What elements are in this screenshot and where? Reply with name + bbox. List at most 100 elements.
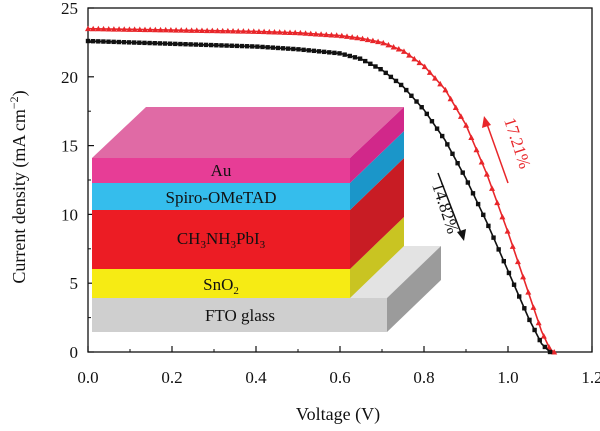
- red-arrow-shaft: [486, 123, 509, 184]
- series-marker-0: [271, 28, 278, 35]
- perovskite-front-face: [92, 210, 350, 269]
- series-marker-1: [198, 42, 204, 47]
- series-marker-1: [132, 40, 137, 45]
- series-marker-0: [369, 37, 376, 44]
- axes: 0.0 0.2 0.4 0.6 0.8 1.0 1.2 0 5 10 15 20 25: [61, 0, 600, 387]
- series-marker-1: [388, 74, 394, 80]
- series-marker-1: [234, 43, 240, 49]
- series-marker-1: [142, 40, 147, 46]
- series-marker-1: [532, 327, 537, 333]
- spiro-label: Spiro-OMeTAD: [165, 188, 276, 207]
- series-marker-1: [203, 42, 209, 48]
- series-marker-0: [245, 28, 252, 34]
- series-marker-0: [354, 34, 361, 41]
- series-marker-0: [375, 38, 382, 45]
- series-marker-1: [481, 212, 486, 218]
- series-marker-0: [546, 344, 553, 350]
- series-marker-0: [126, 26, 133, 32]
- series-marker-0: [297, 29, 304, 36]
- series-marker-0: [333, 32, 340, 38]
- series-marker-1: [332, 50, 337, 56]
- series-marker-0: [328, 31, 335, 38]
- series-marker-0: [178, 27, 185, 33]
- series-marker-0: [312, 30, 319, 37]
- series-marker-1: [239, 43, 245, 49]
- series-marker-1: [316, 49, 322, 54]
- series-marker-1: [393, 78, 399, 84]
- series-marker-1: [486, 223, 491, 229]
- series-marker-0: [235, 28, 242, 34]
- x-tick-label: 1.2: [581, 368, 600, 387]
- fto-front-face: [92, 298, 387, 332]
- x-tick-label: 0.2: [161, 368, 182, 387]
- series-marker-0: [198, 27, 205, 34]
- series-marker-1: [547, 349, 553, 355]
- series-marker-1: [250, 44, 255, 49]
- perovskite-side-face: [350, 158, 404, 269]
- series-marker-1: [311, 48, 317, 54]
- series-marker-0: [100, 25, 107, 32]
- series-marker-0: [442, 86, 449, 93]
- series-marker-0: [105, 25, 112, 32]
- series-marker-1: [291, 46, 296, 52]
- series-marker-1: [414, 99, 419, 104]
- series-marker-1: [373, 64, 378, 69]
- series-marker-1: [193, 42, 198, 47]
- series-marker-1: [188, 42, 193, 47]
- series-marker-0: [457, 113, 464, 119]
- series-marker-0: [530, 304, 537, 310]
- y-tick-label: 20: [61, 68, 78, 87]
- series-marker-0: [349, 34, 356, 40]
- black-efficiency-label: 14.82%: [428, 180, 462, 236]
- x-tick-label: 0.0: [77, 368, 98, 387]
- series-marker-0: [116, 26, 123, 32]
- series-marker-0: [359, 35, 366, 42]
- series-marker-1: [260, 44, 265, 50]
- series-marker-1: [167, 41, 173, 46]
- series-marker-1: [357, 56, 363, 61]
- series-marker-0: [380, 39, 387, 46]
- series-marker-0: [193, 27, 200, 33]
- series-marker-1: [301, 47, 306, 53]
- series-marker-0: [167, 26, 174, 33]
- series-marker-1: [470, 191, 476, 196]
- series-marker-1: [450, 151, 455, 156]
- series-marker-0: [514, 258, 521, 265]
- series-marker-1: [455, 161, 460, 166]
- series-marker-0: [281, 29, 288, 35]
- series-marker-1: [111, 39, 116, 45]
- series-marker-1: [101, 39, 106, 44]
- series-marker-1: [511, 282, 517, 287]
- y-axis-title: Current density (mA cm−2): [7, 90, 30, 283]
- series-marker-1: [147, 40, 152, 46]
- series-marker-0: [406, 52, 413, 58]
- series-marker-0: [494, 199, 501, 206]
- series-marker-0: [250, 28, 257, 34]
- series-marker-0: [520, 273, 527, 280]
- series-marker-0: [110, 26, 117, 32]
- series-marker-1: [434, 126, 440, 131]
- series-marker-1: [275, 45, 281, 51]
- series-marker-1: [409, 93, 414, 98]
- series-marker-0: [338, 32, 345, 39]
- series-marker-0: [209, 27, 216, 34]
- series-marker-0: [525, 289, 532, 295]
- spiro-side-face: [350, 131, 404, 210]
- series-marker-1: [85, 38, 91, 44]
- series-marker-0: [426, 69, 433, 75]
- series-marker-1: [152, 41, 157, 46]
- series-marker-1: [542, 344, 548, 350]
- series-marker-1: [404, 87, 409, 93]
- series-marker-1: [465, 180, 471, 185]
- series-marker-0: [230, 28, 237, 34]
- series-marker-0: [214, 27, 221, 34]
- series-marker-1: [517, 294, 522, 299]
- series-marker-0: [157, 26, 164, 33]
- series-marker-0: [141, 26, 148, 33]
- series-marker-0: [136, 26, 143, 32]
- series-marker-0: [90, 25, 97, 32]
- x-tick-label: 1.0: [497, 368, 518, 387]
- jv-curves: [85, 25, 558, 355]
- series-marker-1: [363, 58, 368, 64]
- spiro-front-face: [92, 183, 350, 210]
